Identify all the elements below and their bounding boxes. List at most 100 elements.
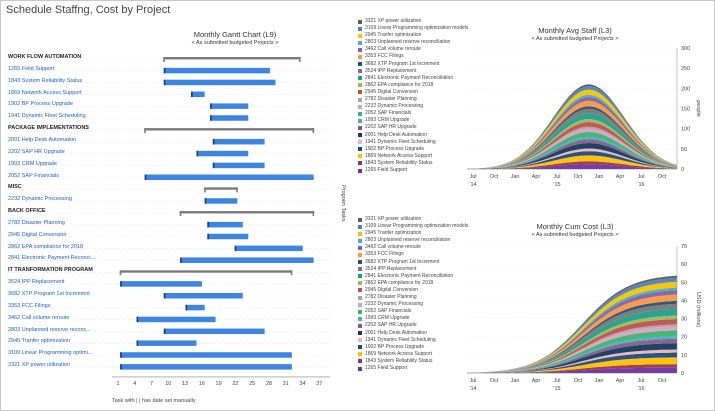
staff-chart-title: Monthly Avg Staff (L3) (538, 26, 612, 35)
cost-chart-title: Monthly Cum Cost (L3) (536, 222, 614, 231)
legend-item: 2782 Disaster Planning (358, 96, 468, 103)
legend-item: 1265 Field Support (358, 365, 468, 372)
y-tick-label: 60 (681, 262, 687, 268)
gantt-task-bar (207, 221, 243, 228)
gantt-task-bar (144, 174, 314, 180)
x-tick-label: Oct (574, 378, 583, 384)
gantt-summary-bar (120, 270, 292, 273)
legend-item: 3462 Call volume reroute (358, 46, 468, 53)
area-series (467, 318, 677, 373)
gantt-task-bar (196, 150, 249, 157)
legend-label: 1902 BP Process Upgrade (365, 343, 425, 350)
y-tick-label: 0 (681, 371, 684, 377)
y-tick-label: 40 (681, 298, 687, 304)
gantt-period-tick: 19 (216, 381, 222, 387)
gantt-period-tick: 16 (199, 381, 205, 387)
gantt-manual-marker (207, 233, 209, 240)
legend-item: 1941 Dynamic Fleet Scheduling (358, 139, 468, 146)
y-tick-label: 200 (681, 86, 690, 92)
gantt-task-label: 2841 Electronic Payment Reconci... (8, 255, 96, 262)
gantt-task-label: 2945 Tranfer optimization (8, 338, 71, 345)
gantt-period-tick: 1 (116, 381, 119, 387)
area-series (467, 364, 677, 373)
legend-item: 1902 BP Process Upgrade (358, 344, 468, 351)
gantt-task-label: 3109 Linear Programming optimi... (8, 350, 93, 357)
legend-label: 3682 XTP Program 1st Increment (365, 258, 440, 265)
y-tick-label: 50 (681, 147, 687, 153)
gantt-summary-cap (312, 211, 315, 217)
gantt-manual-marker (163, 328, 166, 335)
legend-swatch (358, 26, 362, 31)
x-tick-label: Jan (511, 174, 520, 180)
legend-label: 2232 Dynamic Processing (365, 103, 424, 110)
legend-item: 3524 IPP Replacement (358, 68, 468, 75)
legend-swatch (358, 154, 362, 159)
gantt-period-tick: 7 (150, 381, 153, 387)
gantt-task-label: 3462 Call volume reroute (8, 314, 70, 321)
gantt-manual-marker (212, 138, 215, 145)
x-tick-label: Apr (532, 378, 541, 384)
x-tick-label: Apr (616, 378, 625, 384)
x-year-label: '16 (637, 182, 644, 188)
legend-label: 1993 CRM Upgrade (365, 315, 410, 322)
legend-swatch (358, 147, 362, 152)
legend-swatch (358, 238, 362, 243)
gantt-manual-marker (196, 150, 199, 157)
x-tick-label: Oct (658, 378, 667, 384)
legend-item: 2945 Tranfer optimization (358, 32, 468, 39)
gantt-summary-cap (312, 128, 315, 134)
gantt-manual-marker (144, 174, 147, 180)
legend-label: 1869 Network Access Support (365, 152, 432, 159)
gantt-summary-bar (180, 211, 314, 214)
legend-swatch (358, 253, 362, 258)
gantt-task-bar (163, 67, 271, 74)
gantt-task-label: 2862 EPA compliance for 2018 (8, 243, 84, 250)
legend-swatch (358, 352, 362, 357)
y-tick-label: 20 (681, 335, 687, 341)
legend-swatch (358, 302, 362, 307)
gantt-task-label: 2782 Disaster Planning (8, 219, 65, 226)
gantt-task-bar (163, 328, 265, 335)
gantt-task-bar (204, 198, 238, 204)
legend-swatch (358, 245, 362, 250)
area-series (467, 143, 677, 169)
gantt-period-tick: 22 (232, 381, 238, 387)
legend-item: 3462 Call volume reroute (358, 244, 468, 251)
legend-item: 3524 IPP Replacement (358, 266, 468, 273)
gantt-subtitle: < As submitted budgeted Projects > (191, 40, 279, 46)
legend-item: 2803 Unplanned reserve reconciliation (358, 237, 468, 244)
y-axis-label: people (695, 100, 701, 117)
legend-label: 2945 Digital Conversion (365, 88, 419, 95)
area-series (467, 326, 677, 373)
legend-label: 1941 Dynamic Fleet Scheduling (365, 138, 436, 145)
legend-label: 2232 Dynamic Processing (365, 301, 424, 308)
gantt-chart: JulOctJanAprJulOctJanAprJulOctJanAprJulO… (8, 57, 330, 393)
gantt-summary-bar (144, 128, 314, 131)
legend-label: 3524 IPP Replacement (365, 67, 417, 74)
legend-label: 2052 SAP Financials (365, 110, 412, 117)
legend-item: 1993 CRM Upgrade (358, 315, 468, 322)
gantt-task-bar (212, 138, 265, 145)
legend-item: 3321 XP power utilization (358, 216, 468, 223)
gantt-period-tick: 28 (266, 381, 272, 387)
gantt-summary-cap (298, 57, 301, 62)
legend-label: 3462 Call volume reroute (365, 46, 421, 53)
legend-label: 3109 Linear Programming optimization mod… (365, 223, 469, 230)
legend-label: 1265 Field Support (365, 364, 408, 371)
gantt-task-bar (207, 233, 249, 240)
x-tick-label: Jan (595, 378, 604, 384)
y-tick-label: 250 (681, 66, 690, 72)
legend-label: 3682 XTP Program 1st Increment (365, 60, 440, 67)
gantt-manual-marker (120, 352, 122, 358)
legend-item: 2052 SAP Financials (358, 110, 468, 117)
gantt-group-label: MISC (8, 184, 22, 191)
legend-item: 3682 XTP Program 1st Increment (358, 61, 468, 68)
legend-label: 2001 Help Desk Automation (365, 131, 427, 138)
legend-item: 3353 FCC Filings (358, 251, 468, 258)
x-tick-label: Jan (595, 174, 604, 180)
area-series (467, 352, 677, 373)
legend-label: 3109 Linear Programming optimization mod… (365, 25, 469, 32)
x-tick-label: Oct (658, 174, 667, 180)
legend-label: 1265 Field Support (365, 166, 408, 173)
legend-swatch (358, 231, 362, 236)
